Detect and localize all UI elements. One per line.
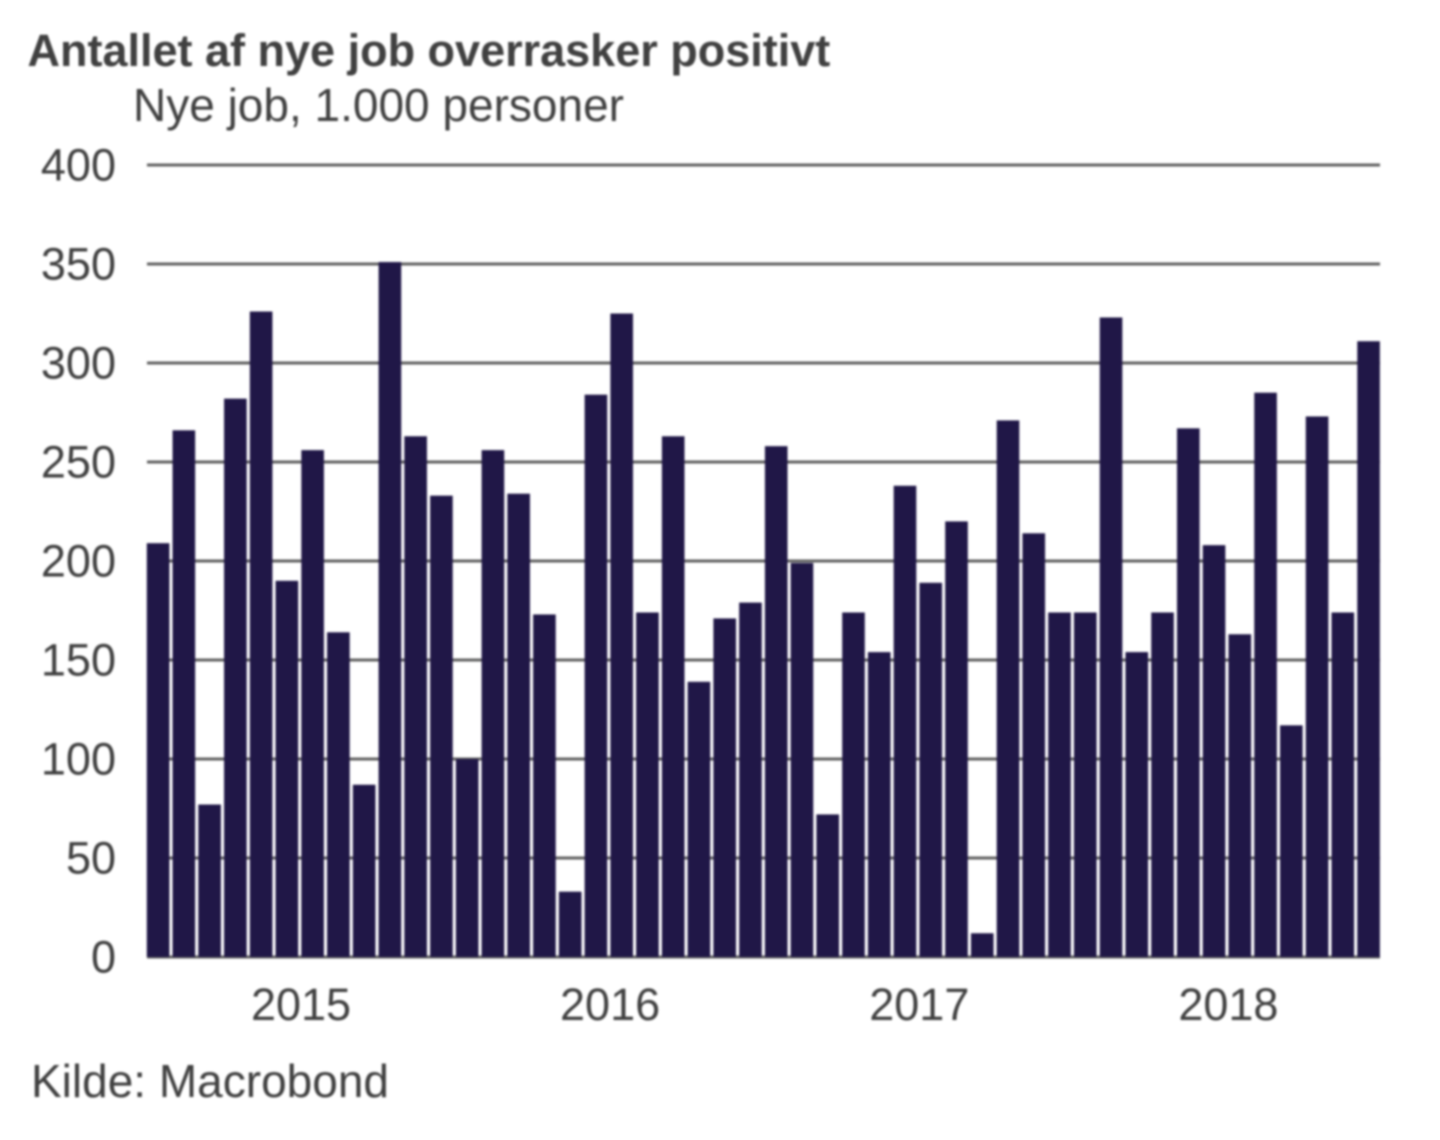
svg-text:150: 150	[41, 635, 116, 686]
svg-text:100: 100	[41, 734, 116, 785]
svg-text:400: 400	[41, 140, 116, 191]
svg-text:2017: 2017	[869, 979, 969, 1030]
svg-text:350: 350	[41, 239, 116, 290]
svg-text:2018: 2018	[1178, 979, 1278, 1030]
svg-text:Nye job, 1.000 personer: Nye job, 1.000 personer	[133, 79, 624, 131]
svg-text:250: 250	[41, 437, 116, 488]
svg-text:50: 50	[66, 833, 116, 884]
svg-text:2016: 2016	[560, 979, 660, 1030]
svg-text:Antallet af nye job overrasker: Antallet af nye job overrasker positivt	[28, 25, 831, 76]
svg-text:300: 300	[41, 338, 116, 389]
svg-text:200: 200	[41, 536, 116, 587]
svg-text:0: 0	[91, 932, 116, 983]
svg-text:2015: 2015	[251, 979, 351, 1030]
svg-text:Kilde: Macrobond: Kilde: Macrobond	[31, 1055, 389, 1107]
